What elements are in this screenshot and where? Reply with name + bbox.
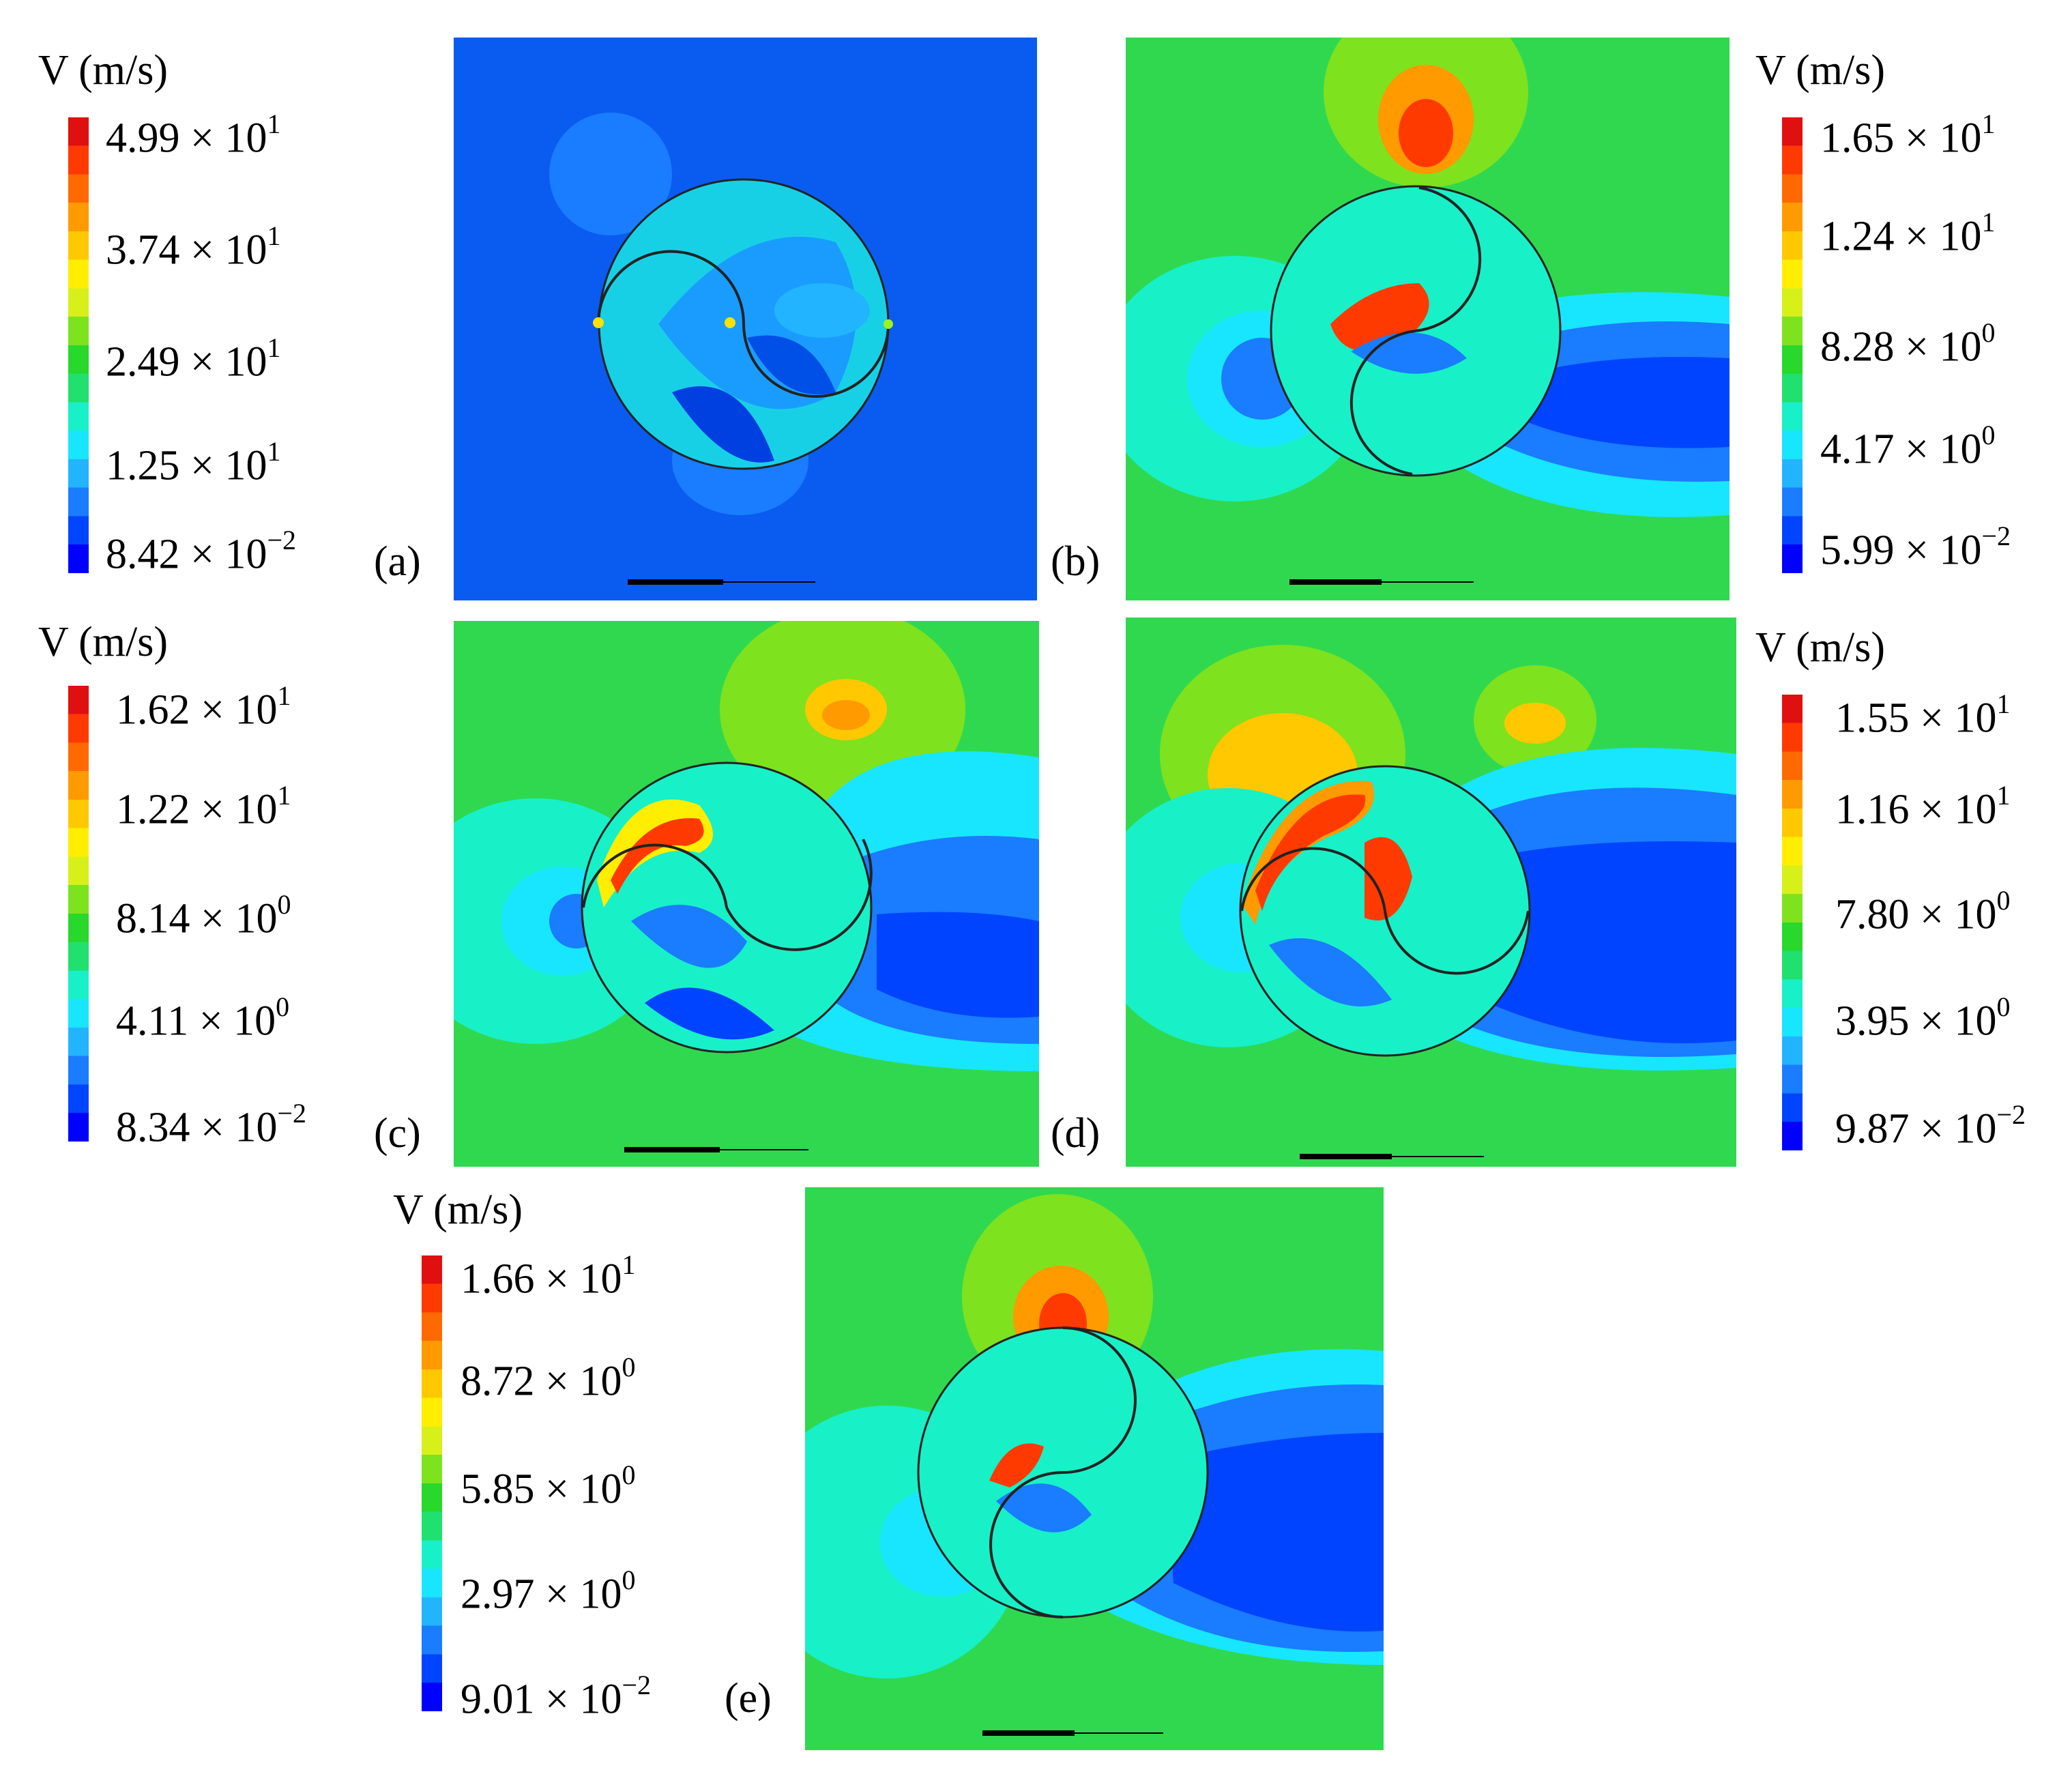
tick-c-1: 1.22 × 101 (116, 780, 291, 833)
colorbar-d (1782, 695, 1803, 1150)
tick-d-0: 1.55 × 101 (1835, 688, 2011, 742)
panel-label-b: (b) (1051, 538, 1100, 585)
colorbar-b (1782, 117, 1803, 573)
colorbar-e (422, 1255, 442, 1711)
tick-d-4: 9.87 × 10−2 (1835, 1099, 2026, 1152)
legend-title-b: V (m/s) (1755, 47, 1886, 93)
tick-d-3: 3.95 × 100 (1835, 991, 2011, 1045)
tick-d-1: 1.16 × 101 (1835, 780, 2011, 833)
legend-title-e: V (m/s) (393, 1187, 523, 1233)
legend-title-d: V (m/s) (1755, 624, 1886, 671)
legend-title-c: V (m/s) (38, 619, 169, 665)
panel-label-a: (a) (374, 538, 421, 585)
tick-d-2: 7.80 × 100 (1835, 885, 2011, 938)
panel-label-c: (c) (374, 1110, 421, 1157)
tick-c-3: 4.11 × 100 (116, 991, 290, 1045)
tick-c-2: 8.14 × 100 (116, 889, 291, 942)
flow-field-e (805, 1187, 1384, 1750)
tick-a-4: 8.42 × 10−2 (106, 525, 297, 578)
flow-field-c (454, 621, 1039, 1167)
tick-e-2: 5.85 × 100 (461, 1459, 636, 1513)
tick-a-1: 3.74 × 101 (106, 220, 281, 274)
colorbar-c (68, 686, 89, 1142)
tick-e-3: 2.97 × 100 (461, 1565, 636, 1618)
tick-b-3: 4.17 × 100 (1820, 420, 1996, 473)
tick-b-4: 5.99 × 10−2 (1820, 521, 2011, 574)
tick-a-2: 2.49 × 101 (106, 332, 281, 386)
panel-label-e: (e) (725, 1675, 772, 1722)
panel-label-d: (d) (1051, 1110, 1100, 1157)
tick-b-0: 1.65 × 101 (1820, 108, 1996, 162)
flow-field-a (454, 38, 1037, 600)
legend-title-a: V (m/s) (38, 47, 169, 93)
flow-field-d (1126, 618, 1736, 1167)
tick-c-4: 8.34 × 10−2 (116, 1098, 307, 1151)
colorbar-a (68, 117, 89, 573)
tick-a-3: 1.25 × 101 (106, 436, 281, 489)
tick-e-4: 9.01 × 10−2 (461, 1670, 652, 1723)
tick-b-1: 1.24 × 101 (1820, 207, 1996, 260)
flow-field-b (1126, 38, 1730, 600)
tick-c-0: 1.62 × 101 (116, 680, 291, 734)
tick-b-2: 8.28 × 100 (1820, 317, 1996, 371)
tick-e-0: 1.66 × 101 (461, 1249, 636, 1303)
tick-e-1: 8.72 × 100 (461, 1352, 636, 1405)
tick-a-0: 4.99 × 101 (106, 108, 281, 162)
